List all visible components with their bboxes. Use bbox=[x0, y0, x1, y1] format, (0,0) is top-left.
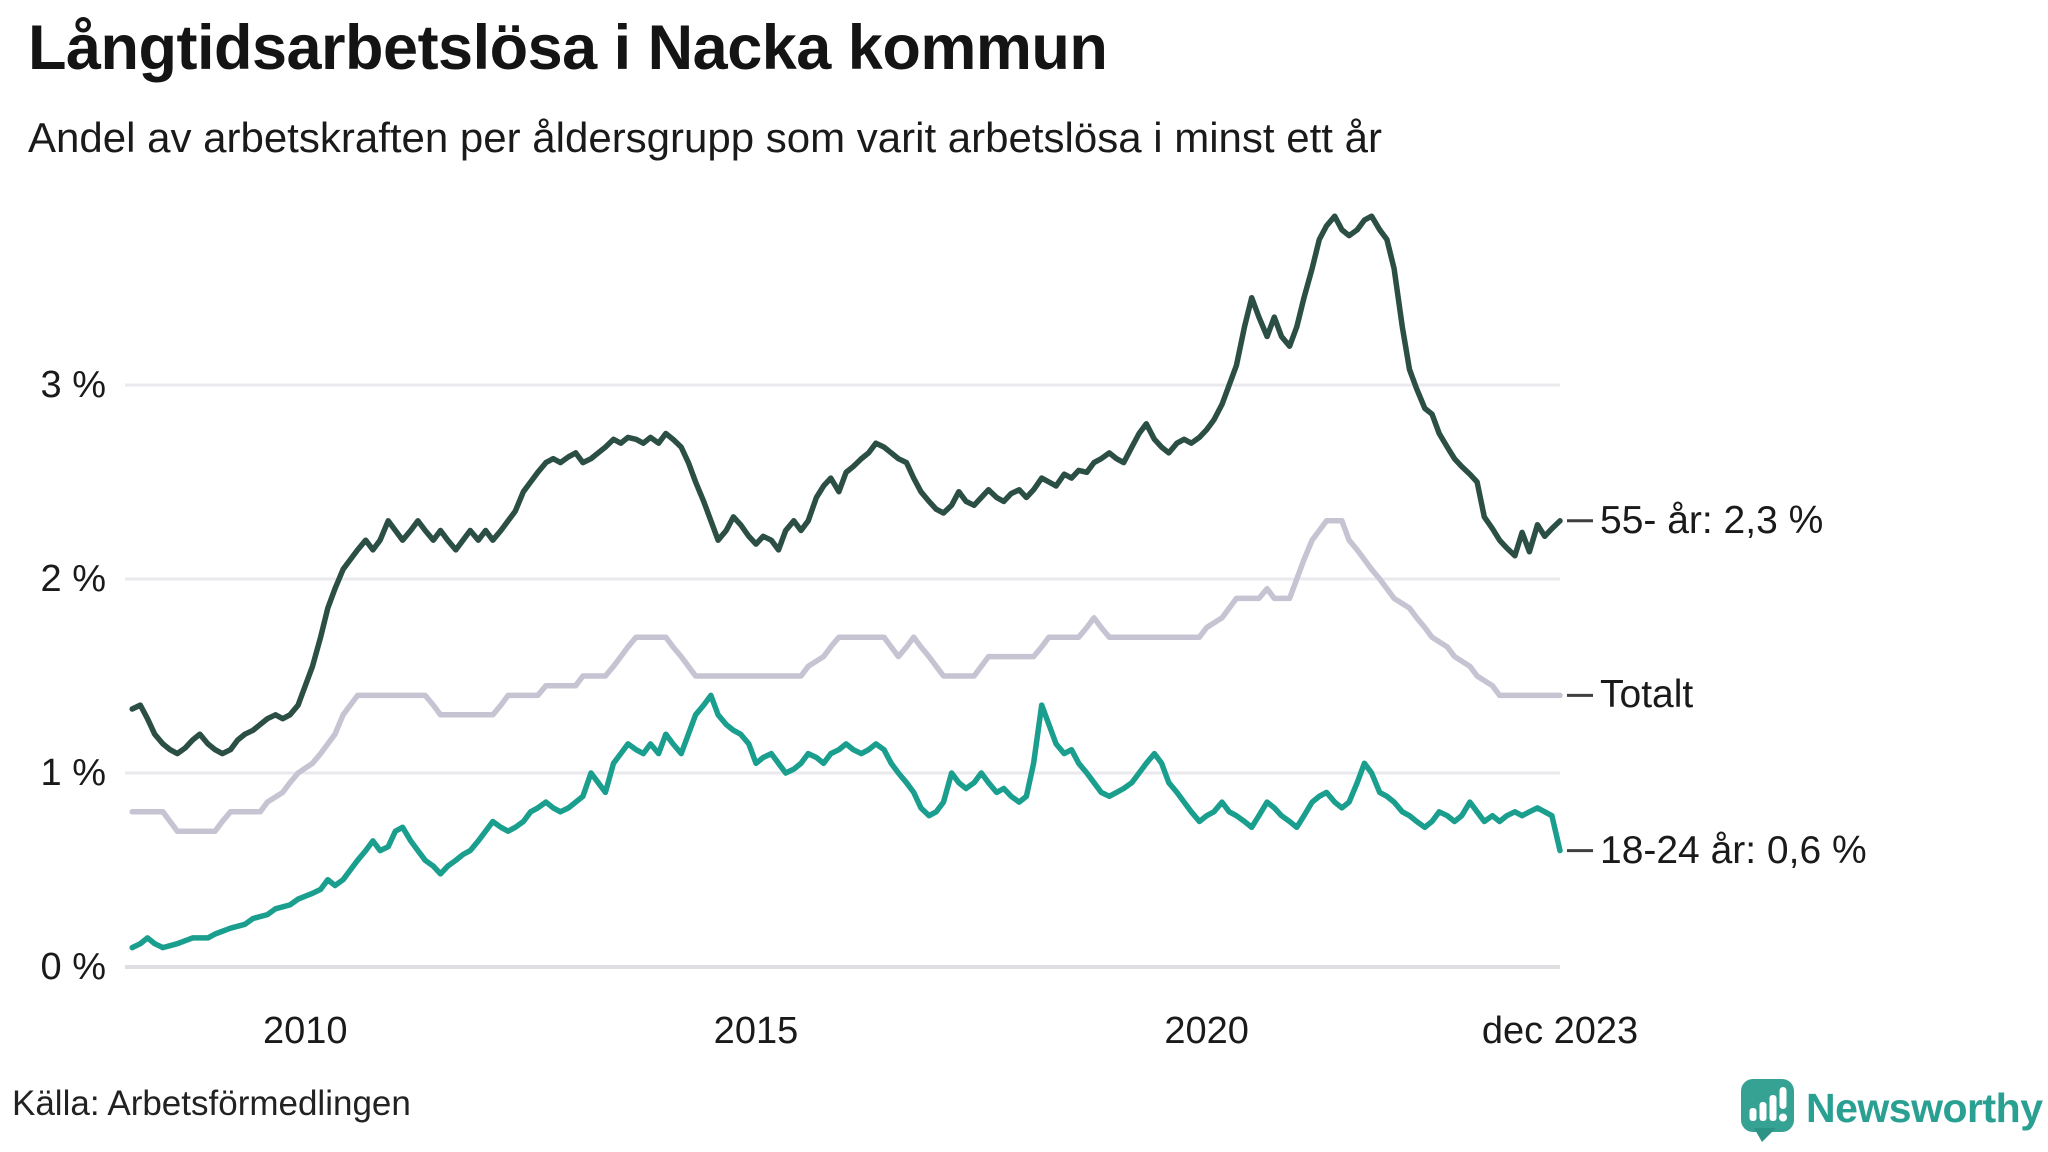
series-label-18-24-ar: 18-24 år: 0,6 % bbox=[1600, 828, 1867, 872]
y-tick-0: 0 % bbox=[40, 946, 106, 988]
newsworthy-logo: Newsworthy bbox=[1740, 1078, 2043, 1149]
y-tick-2: 2 % bbox=[40, 558, 106, 600]
series-label-totalt: Totalt bbox=[1600, 673, 1694, 717]
x-tick-dec-2023: dec 2023 bbox=[1481, 1010, 1639, 1052]
x-tick-2020: 2020 bbox=[1164, 1010, 1249, 1052]
y-tick-1: 1 % bbox=[40, 752, 106, 794]
y-tick-3: 3 % bbox=[40, 364, 106, 406]
source-note: Källa: Arbetsförmedlingen bbox=[12, 1084, 411, 1123]
series-label-55-ar: 55- år: 2,3 % bbox=[1600, 498, 1824, 542]
newsworthy-logo-icon bbox=[1740, 1078, 1796, 1149]
series-line bbox=[129, 692, 1563, 951]
x-tick-2015: 2015 bbox=[713, 1010, 799, 1052]
newsworthy-logo-text: Newsworthy bbox=[1806, 1085, 2043, 1131]
page-title: Långtidsarbetslösa i Nacka kommun bbox=[28, 13, 1108, 83]
series-line bbox=[129, 213, 1563, 757]
x-tick-2010: 2010 bbox=[262, 1010, 348, 1052]
page-subtitle: Andel av arbetskraften per åldersgrupp s… bbox=[28, 114, 1382, 161]
series-line bbox=[129, 518, 1563, 834]
